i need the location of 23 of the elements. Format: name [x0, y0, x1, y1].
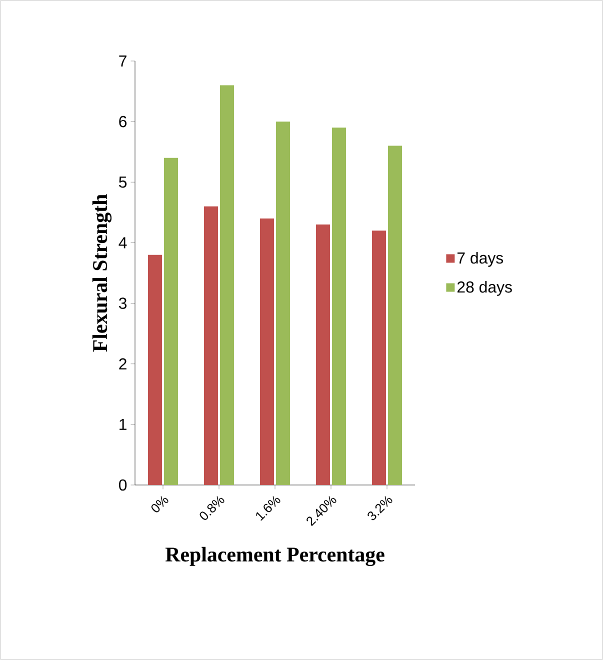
bar — [220, 85, 234, 485]
bar — [164, 158, 178, 485]
y-tick-label: 0 — [118, 479, 127, 491]
y-tick-label: 7 — [119, 56, 126, 66]
y-tick-label: 6 — [119, 116, 127, 128]
bar — [332, 128, 346, 485]
x-tick-label: 0% — [151, 496, 168, 512]
bar — [260, 218, 274, 485]
bar — [204, 206, 218, 485]
bar — [148, 254, 162, 485]
y-axis-title: Flexural Strength — [92, 194, 112, 352]
bar — [276, 122, 290, 485]
bar — [388, 146, 402, 485]
y-tick-label: 3 — [118, 298, 127, 309]
y-tick-label: 1 — [120, 418, 126, 430]
legend-label: 7 days — [457, 252, 504, 267]
bar — [372, 230, 386, 485]
y-tick-label: 4 — [118, 237, 127, 248]
x-axis-title: Replacement Percentage — [165, 546, 384, 566]
bar — [316, 224, 330, 485]
y-tick-label: 5 — [119, 176, 127, 188]
y-tick-label: 2 — [119, 358, 126, 370]
legend-label: 28 days — [457, 280, 512, 296]
